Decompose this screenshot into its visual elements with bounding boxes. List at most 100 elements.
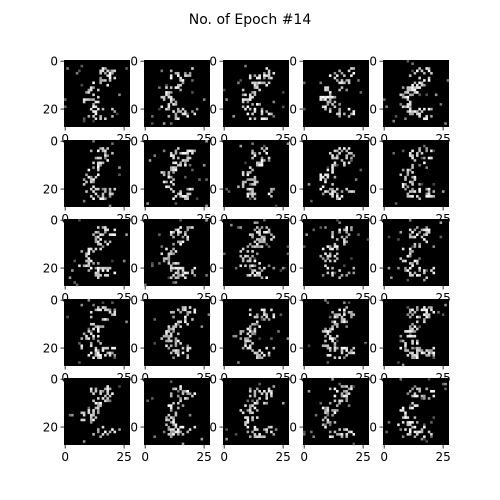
pixel (111, 142, 114, 145)
pixel (246, 346, 250, 350)
pixel (416, 342, 419, 345)
pixel (256, 409, 259, 412)
pixel (324, 105, 327, 109)
pixel (258, 325, 261, 328)
pixel (80, 344, 84, 348)
pixel (416, 354, 419, 357)
pixel (418, 245, 421, 248)
pixel (425, 67, 428, 70)
pixel (326, 86, 330, 89)
pixel (338, 228, 341, 232)
pixel (177, 71, 180, 75)
pixel (324, 86, 327, 89)
pixel (106, 159, 109, 162)
pixel (89, 330, 93, 333)
pixel (251, 418, 254, 422)
pixel (336, 322, 339, 326)
pixel (92, 93, 95, 97)
pixel (411, 327, 414, 331)
pixel (408, 88, 412, 92)
pixel (267, 354, 271, 357)
pixel (258, 349, 261, 352)
pixel (408, 334, 412, 338)
pixel (246, 105, 250, 109)
pixel (321, 185, 325, 189)
pixel (413, 235, 417, 239)
pixel (241, 180, 245, 184)
pixel (248, 435, 252, 439)
pixel (172, 247, 175, 251)
pixel (345, 154, 348, 157)
pixel (94, 230, 98, 234)
pixel (101, 161, 105, 165)
pixel (165, 332, 168, 336)
pixel (258, 74, 261, 77)
pixel (406, 168, 410, 172)
pixel (94, 187, 98, 191)
pixel (241, 247, 245, 251)
y-tick-label: 0 (369, 373, 377, 387)
pixel (113, 271, 117, 275)
pixel (350, 228, 353, 232)
pixel (258, 103, 261, 106)
pixel (260, 161, 264, 165)
pixel (328, 430, 332, 434)
pixel (272, 346, 276, 350)
pixel (413, 356, 417, 360)
pixel (179, 397, 182, 400)
pixel (265, 83, 268, 87)
pixel (248, 74, 252, 77)
pixel (251, 269, 254, 272)
pixel (328, 259, 332, 263)
pixel (177, 163, 180, 167)
pixel (167, 103, 171, 106)
pixel (343, 264, 346, 268)
pixel (352, 271, 356, 275)
pixel (87, 88, 91, 92)
pixel (343, 74, 346, 77)
pixel (104, 266, 107, 270)
pixel (82, 183, 86, 186)
pixel (350, 159, 353, 162)
pixel (324, 406, 327, 410)
pixel (80, 418, 84, 422)
pixel (406, 195, 410, 198)
pixel (408, 310, 412, 314)
pixel (172, 266, 175, 270)
pixel (169, 344, 173, 348)
pixel (270, 425, 273, 429)
pixel (248, 325, 252, 328)
pixel (336, 79, 339, 82)
pixel (416, 195, 419, 198)
pixel (188, 413, 192, 417)
pixel (184, 397, 187, 400)
pixel (340, 399, 344, 403)
figure-title: No. of Epoch #14 (189, 12, 312, 28)
pixel (444, 387, 447, 391)
pixel (406, 110, 410, 113)
pixel (253, 178, 257, 181)
pixel (97, 262, 100, 265)
pixel (427, 195, 431, 198)
pixel (256, 274, 259, 277)
pixel (408, 168, 412, 172)
pixel (82, 117, 86, 121)
pixel (408, 274, 412, 277)
pixel (272, 235, 276, 239)
pixel (328, 435, 332, 439)
pixel (94, 274, 98, 277)
pixel (177, 354, 180, 357)
pixel (258, 433, 261, 436)
pixel (118, 385, 121, 388)
pixel (333, 387, 337, 391)
pixel (241, 173, 245, 177)
pixel (251, 404, 254, 407)
pixel (99, 325, 102, 328)
pixel (169, 332, 173, 336)
pixel (272, 100, 276, 104)
pixel (246, 425, 250, 429)
y-tick-label: 0 (50, 135, 58, 149)
pixel (326, 330, 330, 333)
pixel (307, 183, 311, 186)
pixel (406, 105, 410, 109)
